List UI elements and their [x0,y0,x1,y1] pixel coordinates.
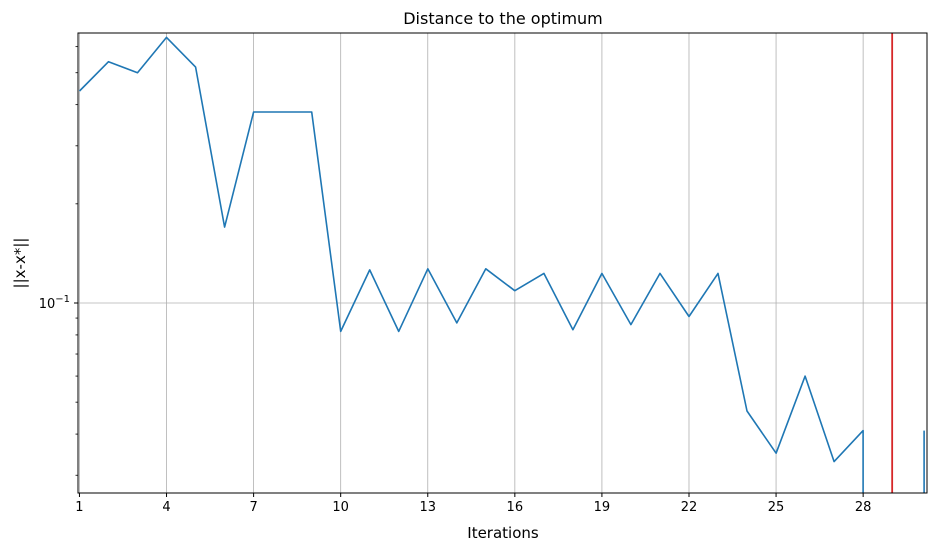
chart-title: Distance to the optimum [403,9,603,28]
x-tick-label: 16 [507,500,524,515]
x-tick-label: 19 [594,500,611,515]
x-axis-label: Iterations [467,524,539,542]
x-tick-label: 22 [681,500,698,515]
series-line [78,36,864,493]
x-tick-label: 7 [249,500,257,515]
x-tick-label: 1 [75,500,83,515]
y-axis-label: ||x-x*|| [11,238,29,289]
x-tick-label: 4 [162,500,170,515]
x-tick-label: 13 [419,500,436,515]
series-layer [78,36,925,493]
y-tick-exponent: −1 [55,294,70,305]
x-tick-label: 25 [768,500,785,515]
grid [78,33,927,493]
x-tick-label: 28 [855,500,872,515]
plot-frame [77,32,928,494]
x-axis-ticks: 1 4 7 10 13 16 19 22 25 28 [75,493,871,515]
x-tick-label: 10 [332,500,349,515]
